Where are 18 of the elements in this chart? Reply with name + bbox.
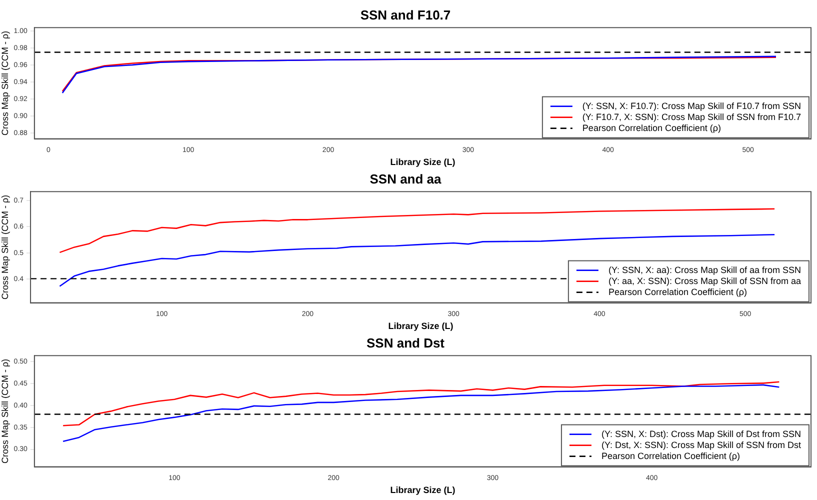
x-axis-title: Library Size (L)	[390, 157, 456, 168]
legend-label: (Y: SSN, X: aa): Cross Map Skill of aa from SSN	[608, 264, 802, 275]
legend-label: Pearson Correlation Coefficient (ρ)	[601, 450, 740, 461]
x-axis-title: Library Size (L)	[388, 321, 454, 332]
chart-title: SSN and aa	[370, 171, 442, 186]
legend-label: (Y: Dst, X: SSN): Cross Map Skill of SSN from Dst	[601, 440, 802, 450]
chart-title: SSN and F10.7	[360, 7, 451, 22]
y-axis-title: Cross Map Skill (CCM - ρ)	[0, 30, 10, 136]
legend-label: (Y: SSN, X: F10.7): Cross Map Skill of F10.7 from SSN	[582, 100, 802, 111]
x-axis-title: Library Size (L)	[390, 485, 456, 496]
legend-label: (Y: SSN, X: Dst): Cross Map Skill of Dst from SSN	[601, 428, 802, 439]
legend-label: Pearson Correlation Coefficient (ρ)	[608, 286, 747, 297]
y-axis-title: Cross Map Skill (CCM - ρ)	[0, 194, 10, 300]
legend-label: (Y: F10.7, X: SSN): Cross Map Skill of SSN from F10.7	[582, 112, 802, 122]
legend-label: (Y: aa, X: SSN): Cross Map Skill of SSN from aa	[608, 276, 802, 286]
chart-title: SSN and Dst	[366, 335, 446, 350]
y-axis-title: Cross Map Skill (CCM - ρ)	[0, 358, 10, 464]
legend-label: Pearson Correlation Coefficient (ρ)	[582, 122, 721, 133]
